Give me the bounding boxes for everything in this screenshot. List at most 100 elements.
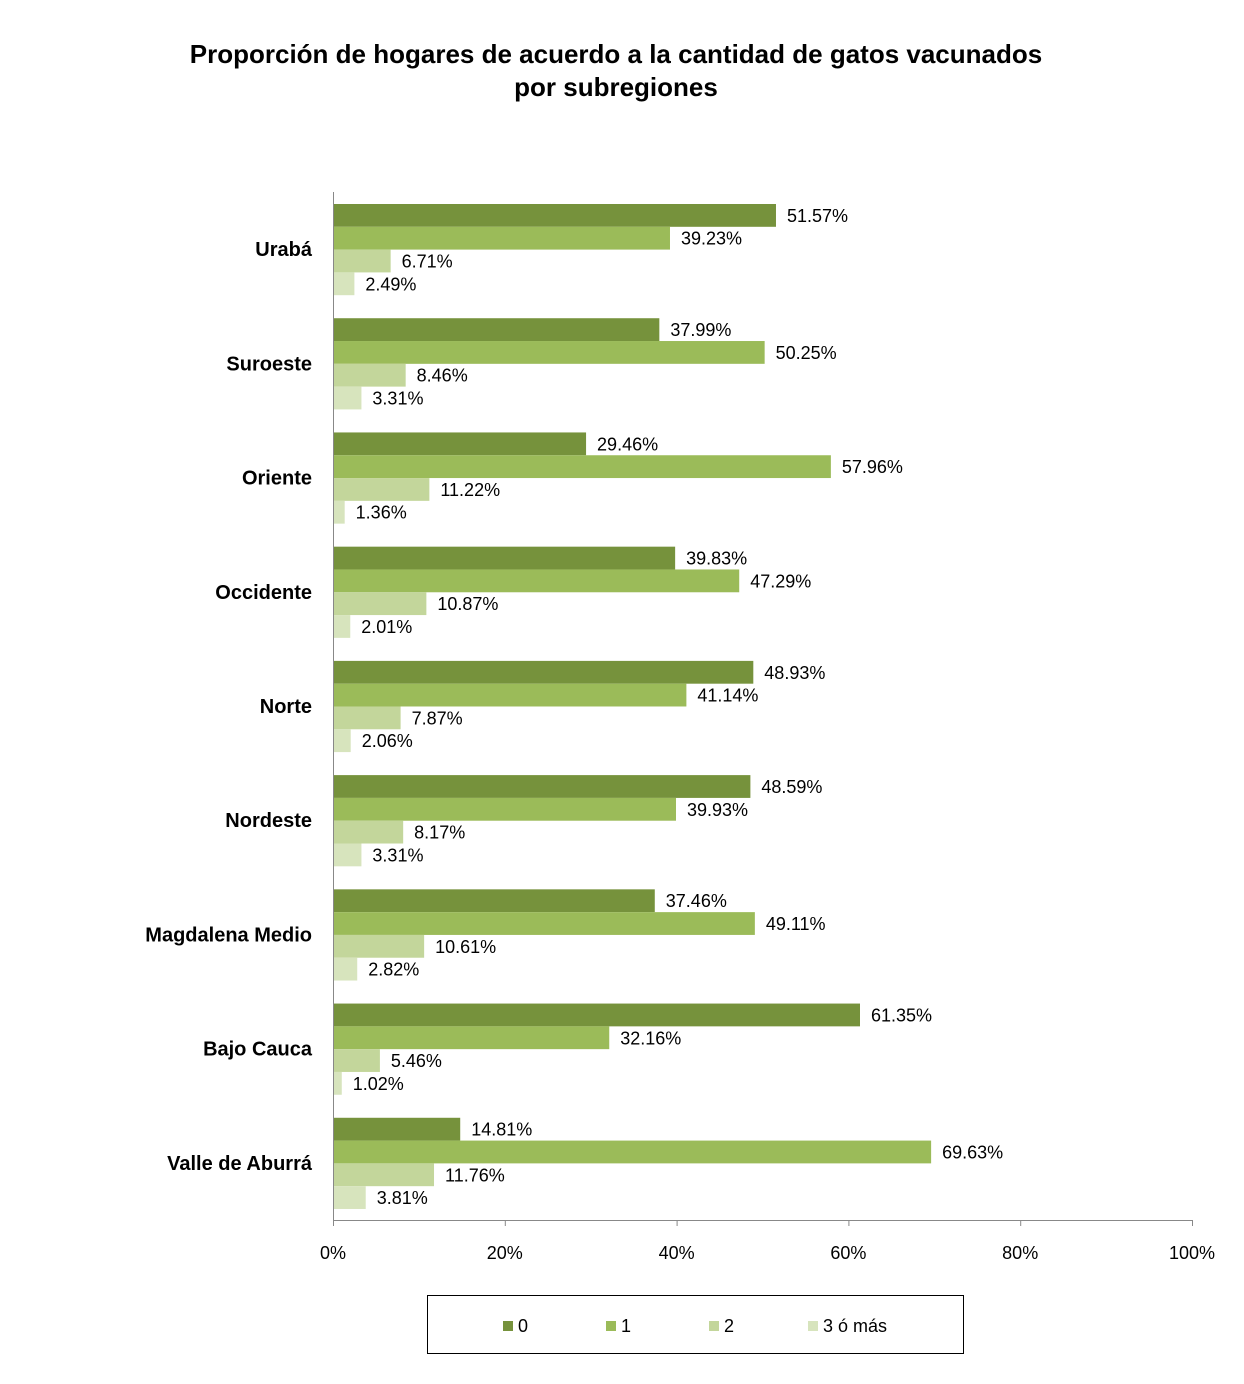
- category-label-3: Occidente: [215, 582, 312, 604]
- value-label-1-3: 3.31%: [372, 389, 423, 409]
- value-label-5-1: 39.93%: [687, 800, 748, 820]
- category-label-8: Valle de Aburrá: [167, 1153, 313, 1175]
- bar-8-3: [333, 1186, 366, 1209]
- value-label-8-2: 11.76%: [445, 1165, 505, 1185]
- value-label-5-3: 3.31%: [372, 845, 423, 865]
- bar-7-1: [333, 1026, 610, 1050]
- bar-6-3: [333, 957, 358, 981]
- legend-item-0: 0: [503, 1316, 528, 1336]
- value-label-7-3: 1.02%: [353, 1074, 404, 1094]
- x-tick-label-3: 60%: [830, 1243, 866, 1263]
- legend-item-1: 1: [606, 1316, 631, 1336]
- bar-4-1: [333, 683, 687, 707]
- bar-6-0: [333, 889, 655, 913]
- bar-2-1: [333, 455, 831, 479]
- legend-swatch-2: [709, 1321, 719, 1331]
- category-label-1: Suroeste: [226, 353, 312, 375]
- chart-title-line-1: Proporción de hogares de acuerdo a la ca…: [189, 39, 1043, 69]
- value-label-3-0: 39.83%: [686, 549, 747, 569]
- bar-3-1: [333, 569, 740, 593]
- bar-5-1: [333, 797, 676, 821]
- x-tick-label-0: 0%: [320, 1243, 346, 1263]
- value-label-2-1: 57.96%: [842, 457, 903, 477]
- bar-0-1: [333, 226, 670, 250]
- legend-item-3: 3 ó más: [808, 1316, 887, 1336]
- category-label-0: Urabá: [255, 239, 313, 261]
- x-tick-label-5: 100%: [1169, 1243, 1215, 1263]
- category-label-7: Bajo Cauca: [203, 1039, 313, 1061]
- legend-swatch-1: [606, 1321, 616, 1331]
- bar-5-3: [333, 843, 362, 867]
- value-label-7-0: 61.35%: [871, 1005, 932, 1025]
- bar-4-3: [333, 729, 351, 753]
- bar-8-0: [333, 1117, 461, 1141]
- value-label-5-0: 48.59%: [761, 777, 822, 797]
- value-label-8-3: 3.81%: [377, 1188, 428, 1208]
- category-label-5: Nordeste: [225, 810, 312, 832]
- value-label-4-3: 2.06%: [362, 731, 413, 751]
- category-label-4: Norte: [260, 696, 312, 718]
- legend-swatch-0: [503, 1321, 513, 1331]
- value-label-4-2: 7.87%: [412, 708, 463, 728]
- bar-7-2: [333, 1049, 380, 1072]
- bar-5-2: [333, 820, 404, 844]
- bar-7-0: [333, 1003, 860, 1027]
- value-label-3-3: 2.01%: [361, 617, 412, 637]
- value-label-0-3: 2.49%: [365, 274, 416, 294]
- legend-label-2: 2: [724, 1315, 735, 1336]
- chart-title-line-2: por subregiones: [514, 72, 718, 102]
- value-label-6-3: 2.82%: [368, 960, 419, 980]
- value-label-8-0: 14.81%: [471, 1120, 532, 1140]
- category-label-2: Oriente: [242, 468, 312, 490]
- value-label-1-2: 8.46%: [417, 366, 468, 386]
- category-label-6: Magdalena Medio: [145, 924, 312, 946]
- bar-6-2: [333, 934, 425, 958]
- value-label-6-1: 49.11%: [766, 914, 826, 934]
- value-label-2-3: 1.36%: [356, 503, 407, 523]
- bar-4-2: [333, 706, 401, 730]
- value-label-0-2: 6.71%: [402, 252, 453, 272]
- bar-3-2: [333, 592, 427, 616]
- x-tick-label-4: 80%: [1002, 1243, 1038, 1263]
- bar-6-1: [333, 912, 755, 935]
- bar-3-0: [333, 546, 676, 570]
- bar-2-2: [333, 478, 430, 501]
- bar-1-0: [333, 318, 660, 342]
- bar-0-0: [333, 204, 776, 227]
- value-label-0-1: 39.23%: [681, 229, 742, 249]
- bar-1-3: [333, 386, 362, 410]
- legend-swatch-3: [808, 1321, 818, 1331]
- value-label-8-1: 69.63%: [942, 1142, 1003, 1162]
- bar-0-3: [333, 272, 355, 296]
- chart-title: Proporción de hogares de acuerdo a la ca…: [0, 38, 1232, 104]
- bar-2-0: [333, 432, 587, 456]
- bar-8-2: [333, 1163, 435, 1187]
- value-label-7-1: 32.16%: [620, 1028, 681, 1048]
- value-label-6-0: 37.46%: [666, 891, 727, 911]
- legend: 0 1 2 3 ó más: [427, 1295, 964, 1354]
- value-label-1-0: 37.99%: [670, 320, 731, 340]
- value-label-4-1: 41.14%: [697, 686, 758, 706]
- value-label-5-2: 8.17%: [414, 823, 465, 843]
- value-label-7-2: 5.46%: [391, 1051, 442, 1071]
- bar-1-2: [333, 363, 406, 387]
- legend-label-0: 0: [518, 1315, 529, 1336]
- legend-item-2: 2: [709, 1316, 734, 1336]
- legend-label-3: 3 ó más: [823, 1315, 888, 1336]
- bar-8-1: [333, 1140, 932, 1164]
- value-label-0-0: 51.57%: [787, 206, 848, 226]
- value-label-2-0: 29.46%: [597, 434, 658, 454]
- bar-7-3: [333, 1071, 342, 1095]
- value-label-4-0: 48.93%: [764, 663, 825, 683]
- bar-1-1: [333, 341, 765, 364]
- bar-4-0: [333, 660, 754, 684]
- value-label-3-2: 10.87%: [437, 594, 498, 614]
- bar-3-3: [333, 615, 351, 638]
- value-label-3-1: 47.29%: [750, 571, 811, 591]
- bar-5-0: [333, 775, 751, 798]
- bar-2-3: [333, 500, 345, 524]
- bar-0-2: [333, 249, 391, 273]
- x-tick-label-2: 40%: [659, 1243, 695, 1263]
- value-label-1-1: 50.25%: [776, 343, 837, 363]
